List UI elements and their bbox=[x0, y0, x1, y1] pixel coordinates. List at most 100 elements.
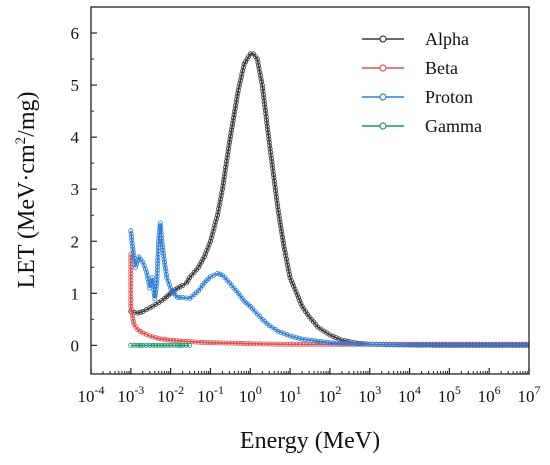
data-point-beta bbox=[304, 341, 310, 347]
data-point-alpha bbox=[210, 228, 216, 234]
data-point-alpha bbox=[264, 123, 270, 129]
data-point-alpha bbox=[217, 199, 223, 205]
data-point-alpha bbox=[297, 298, 303, 304]
data-point-alpha bbox=[220, 183, 226, 189]
data-point-alpha bbox=[283, 256, 289, 262]
x-tick-label: 105 bbox=[438, 383, 461, 406]
data-point-proton bbox=[483, 342, 489, 348]
data-point-beta bbox=[147, 333, 153, 339]
data-point-alpha bbox=[276, 213, 282, 219]
data-point-proton bbox=[324, 339, 330, 345]
data-point-beta bbox=[137, 328, 143, 334]
data-point-beta bbox=[290, 341, 296, 347]
data-point-alpha bbox=[228, 127, 234, 133]
data-point-beta bbox=[297, 341, 303, 347]
data-point-alpha bbox=[235, 90, 241, 96]
data-point-alpha bbox=[285, 262, 291, 268]
data-point-beta bbox=[128, 287, 134, 293]
data-point-alpha bbox=[271, 175, 277, 181]
data-point-alpha bbox=[270, 168, 276, 174]
data-point-beta bbox=[277, 341, 283, 347]
data-point-proton bbox=[154, 267, 160, 273]
data-point-proton bbox=[406, 342, 412, 348]
data-point-beta bbox=[128, 267, 134, 273]
data-point-proton bbox=[278, 329, 284, 335]
data-point-proton bbox=[489, 342, 495, 348]
data-point-alpha bbox=[221, 177, 227, 183]
data-point-proton bbox=[284, 332, 290, 338]
data-point-proton bbox=[513, 342, 519, 348]
y-tick-label: 0 bbox=[71, 336, 80, 355]
data-point-proton bbox=[155, 248, 161, 254]
data-point-proton bbox=[134, 261, 140, 267]
data-point-beta bbox=[274, 341, 280, 347]
data-point-proton bbox=[503, 342, 509, 348]
data-point-beta bbox=[226, 340, 232, 346]
data-point-alpha bbox=[214, 215, 220, 221]
data-point-beta bbox=[201, 339, 207, 345]
data-point-alpha bbox=[265, 133, 271, 139]
data-point-alpha bbox=[211, 225, 217, 231]
data-point-gamma bbox=[175, 342, 181, 348]
data-point-alpha bbox=[246, 54, 252, 60]
x-tick-label: 103 bbox=[358, 383, 381, 406]
data-point-proton bbox=[456, 342, 462, 348]
data-point-alpha bbox=[258, 76, 264, 82]
data-point-alpha bbox=[284, 259, 290, 265]
data-point-alpha bbox=[275, 204, 281, 210]
data-point-beta bbox=[128, 258, 134, 264]
data-point-alpha bbox=[267, 149, 273, 155]
data-point-beta bbox=[284, 341, 290, 347]
data-point-alpha bbox=[276, 210, 282, 216]
data-point-proton bbox=[299, 336, 305, 342]
data-point-alpha bbox=[278, 228, 284, 234]
data-point-beta bbox=[129, 312, 135, 318]
data-point-alpha bbox=[208, 235, 214, 241]
data-point-alpha bbox=[223, 161, 229, 167]
data-point-alpha bbox=[239, 71, 245, 77]
data-point-alpha bbox=[257, 69, 263, 75]
data-point-alpha bbox=[263, 117, 269, 123]
data-point-alpha bbox=[267, 143, 273, 149]
data-point-gamma bbox=[150, 342, 156, 348]
data-point-proton bbox=[423, 342, 429, 348]
data-point-alpha bbox=[180, 282, 186, 288]
data-point-beta bbox=[128, 306, 134, 312]
x-tick-label: 10-2 bbox=[157, 383, 184, 406]
data-point-alpha bbox=[240, 68, 246, 74]
data-point-alpha bbox=[271, 178, 277, 184]
data-point-beta bbox=[128, 300, 134, 306]
data-point-proton bbox=[413, 342, 419, 348]
data-point-alpha bbox=[298, 300, 304, 306]
data-point-proton bbox=[493, 342, 499, 348]
data-point-proton bbox=[158, 232, 164, 238]
data-point-proton bbox=[154, 280, 160, 286]
data-point-proton bbox=[129, 240, 135, 246]
series-line-beta bbox=[130, 254, 529, 346]
data-point-gamma bbox=[140, 342, 146, 348]
data-point-proton bbox=[144, 273, 150, 279]
data-point-alpha bbox=[261, 95, 267, 101]
data-point-proton bbox=[340, 340, 346, 346]
data-point-beta bbox=[260, 341, 266, 347]
data-point-alpha bbox=[222, 167, 228, 173]
data-point-proton bbox=[156, 238, 162, 244]
data-point-gamma bbox=[156, 342, 162, 348]
series-line-proton bbox=[130, 222, 529, 346]
data-point-proton bbox=[160, 247, 166, 253]
y-axis-title-tail: /mg) bbox=[14, 91, 40, 136]
data-point-proton bbox=[214, 270, 220, 276]
x-tick-label: 10-3 bbox=[117, 383, 144, 406]
data-point-alpha bbox=[219, 186, 225, 192]
data-point-proton bbox=[155, 241, 161, 247]
data-point-beta bbox=[159, 336, 165, 342]
data-point-proton bbox=[257, 314, 263, 320]
data-point-beta bbox=[294, 341, 300, 347]
legend-label: Proton bbox=[425, 87, 473, 107]
data-point-alpha bbox=[219, 189, 225, 195]
data-point-beta bbox=[168, 337, 174, 343]
data-point-beta bbox=[270, 341, 276, 347]
data-point-alpha bbox=[232, 106, 238, 112]
data-point-proton bbox=[150, 281, 156, 287]
data-point-alpha bbox=[272, 184, 278, 190]
